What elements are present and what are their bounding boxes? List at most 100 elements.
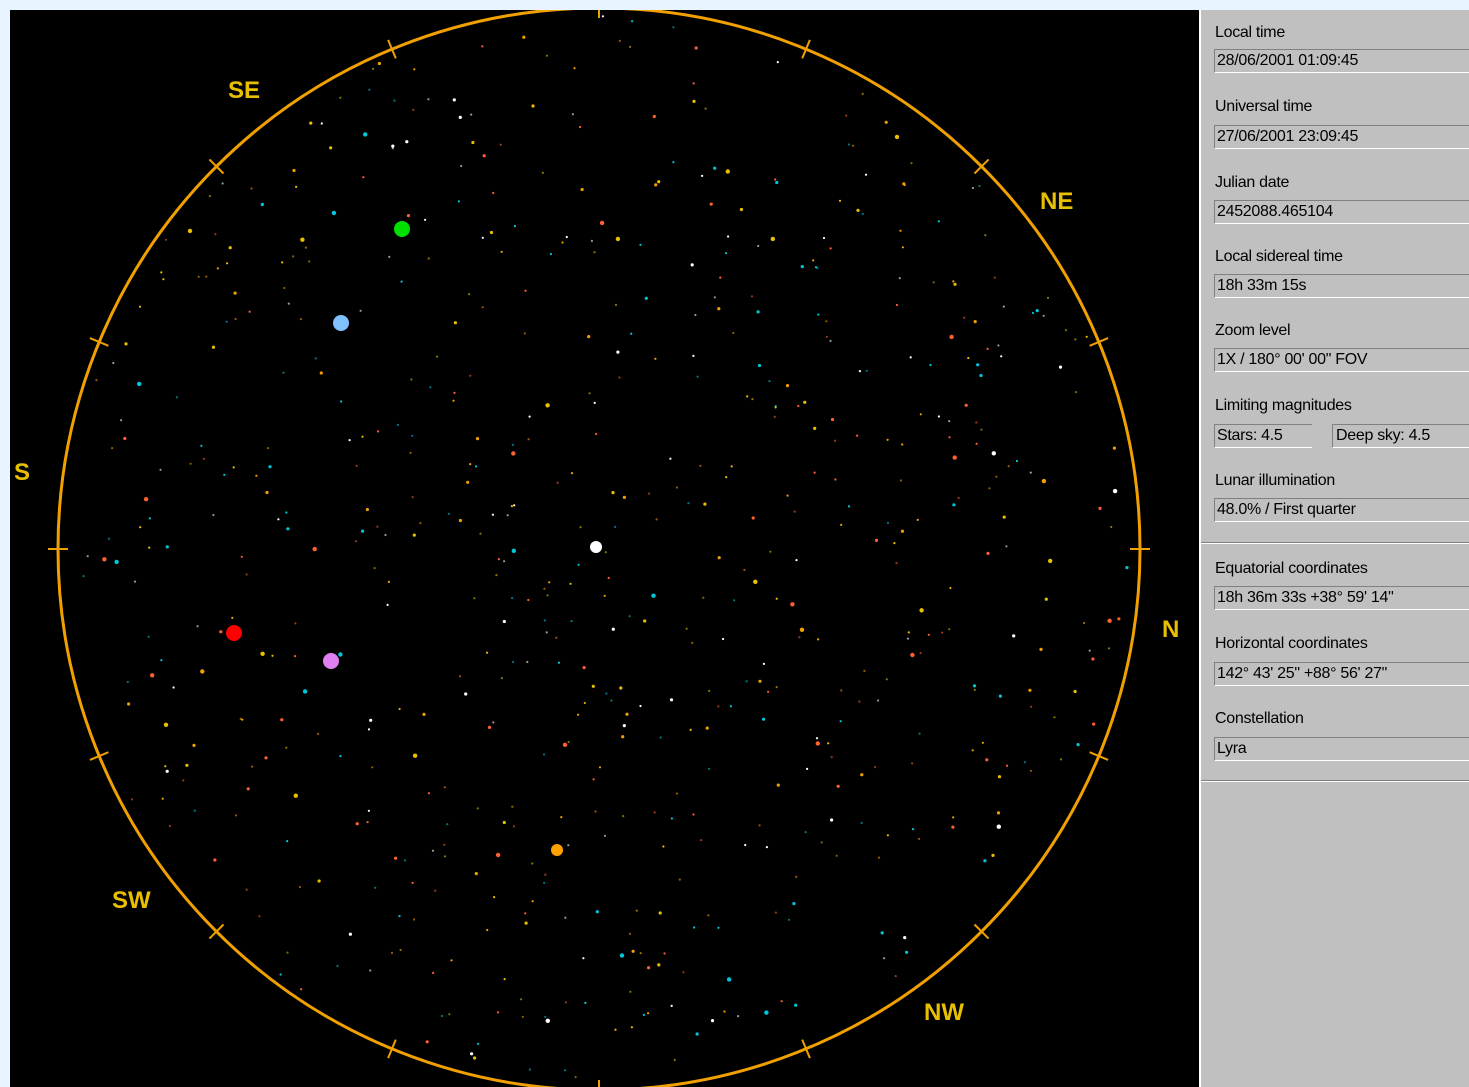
star xyxy=(398,707,401,711)
constellation-field[interactable]: Lyra xyxy=(1214,737,1469,761)
star xyxy=(143,497,149,502)
star xyxy=(365,507,369,512)
star xyxy=(952,280,955,283)
star xyxy=(727,235,730,238)
star xyxy=(621,735,625,739)
zoom-level-field[interactable]: 1X / 180° 00' 00" FOV xyxy=(1214,348,1469,372)
star xyxy=(1042,314,1045,317)
star xyxy=(477,1042,480,1045)
deep-sky-magnitude-field[interactable]: Deep sky: 4.5 xyxy=(1332,424,1469,448)
star xyxy=(614,303,618,306)
green-planet[interactable] xyxy=(394,221,410,237)
star xyxy=(690,263,694,267)
star xyxy=(708,767,711,770)
star xyxy=(883,957,886,960)
star xyxy=(986,551,990,556)
star xyxy=(792,902,796,906)
star xyxy=(165,545,169,549)
star xyxy=(952,455,957,460)
star xyxy=(983,859,987,863)
star xyxy=(644,296,648,300)
star xyxy=(822,236,826,240)
star xyxy=(725,476,728,479)
star xyxy=(221,182,224,185)
star xyxy=(150,673,155,678)
star xyxy=(751,516,755,520)
star xyxy=(574,1076,577,1079)
star xyxy=(1005,764,1009,767)
star xyxy=(285,511,288,514)
star xyxy=(165,769,169,773)
star xyxy=(628,615,631,618)
star xyxy=(894,975,897,978)
star xyxy=(658,911,662,915)
star xyxy=(1007,465,1010,468)
star xyxy=(556,481,559,484)
star xyxy=(239,717,242,720)
star xyxy=(1112,446,1116,450)
star xyxy=(836,784,840,788)
star xyxy=(560,816,563,819)
star xyxy=(369,718,373,722)
star xyxy=(429,386,432,389)
julian-date-field[interactable]: 2452088.465104 xyxy=(1214,200,1469,224)
sky-chart-canvas[interactable]: SE NE S N SW NW xyxy=(10,10,1199,1087)
star xyxy=(815,737,819,740)
star xyxy=(160,659,163,662)
star xyxy=(521,1015,524,1018)
star xyxy=(292,255,295,258)
star xyxy=(182,779,185,782)
star xyxy=(1085,335,1088,338)
bright-white-star[interactable] xyxy=(590,541,602,553)
star xyxy=(148,517,151,520)
sky-chart[interactable]: SE NE S N SW NW xyxy=(10,10,1199,1087)
star xyxy=(302,689,308,694)
star xyxy=(469,374,472,377)
star xyxy=(713,296,716,299)
star xyxy=(905,950,909,954)
star xyxy=(336,964,339,968)
star xyxy=(895,562,898,565)
star xyxy=(314,357,317,360)
star xyxy=(622,815,625,818)
star xyxy=(971,749,974,752)
star xyxy=(692,813,695,816)
star xyxy=(770,236,775,242)
lightblue-planet[interactable] xyxy=(333,315,349,331)
universal-time-field[interactable]: 27/06/2001 23:09:45 xyxy=(1214,125,1469,149)
sidereal-time-field[interactable]: 18h 33m 15s xyxy=(1214,274,1469,298)
violet-planet[interactable] xyxy=(323,653,339,669)
star xyxy=(500,250,503,253)
star xyxy=(265,490,269,495)
star xyxy=(319,371,323,375)
star xyxy=(631,949,635,953)
star xyxy=(481,306,484,309)
stars-magnitude-field[interactable]: Stars: 4.5 xyxy=(1214,424,1312,448)
star xyxy=(114,559,119,565)
star xyxy=(995,475,998,478)
local-time-field[interactable]: 28/06/2001 01:09:45 xyxy=(1214,49,1469,73)
star xyxy=(124,342,128,346)
orange-planet[interactable] xyxy=(551,844,563,856)
star xyxy=(264,756,268,760)
star xyxy=(317,732,320,736)
star xyxy=(856,208,860,212)
red-planet[interactable] xyxy=(226,625,242,641)
star xyxy=(856,434,859,437)
star xyxy=(717,556,721,560)
star xyxy=(973,688,976,692)
star xyxy=(271,654,274,657)
star xyxy=(399,948,402,952)
horizontal-coordinates-field[interactable]: 142° 43' 25" +88° 56' 27" xyxy=(1214,662,1469,686)
star xyxy=(1125,566,1129,570)
star xyxy=(563,1069,567,1072)
star xyxy=(245,888,248,891)
star xyxy=(978,184,981,188)
star xyxy=(830,756,833,759)
star xyxy=(172,686,175,689)
star xyxy=(548,581,551,584)
star xyxy=(901,246,905,249)
equatorial-coordinates-field[interactable]: 18h 36m 33s +38° 59' 14" xyxy=(1214,586,1469,610)
star xyxy=(975,442,978,445)
lunar-illumination-field[interactable]: 48.0% / First quarter xyxy=(1214,498,1469,522)
